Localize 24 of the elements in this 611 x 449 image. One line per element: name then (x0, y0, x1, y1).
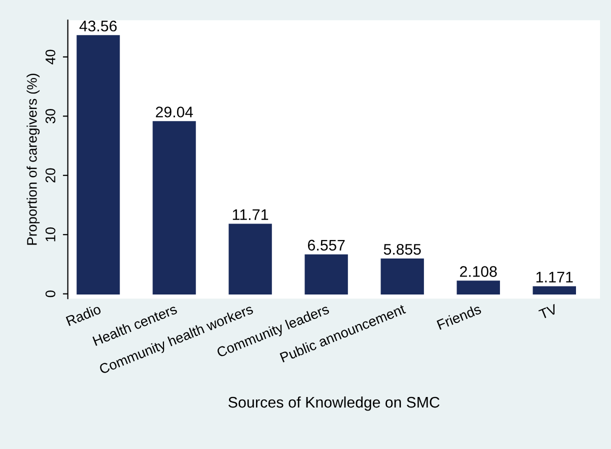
data-label: 5.855 (384, 244, 421, 255)
data-label: 2.108 (460, 266, 497, 277)
data-label: 1.171 (536, 272, 573, 282)
x-tick-label: TV (538, 304, 558, 320)
bar (456, 280, 500, 295)
y-tick-label: 20 (46, 168, 56, 182)
y-tick-label: 0 (46, 290, 56, 298)
bar (380, 258, 424, 295)
data-label: 29.04 (156, 106, 193, 118)
data-label: 11.71 (232, 209, 268, 220)
bar (228, 224, 272, 295)
y-axis-title: Proportion of caregivers (%) (26, 74, 40, 245)
x-tick-label: Radio (66, 304, 102, 326)
y-tick-label: 30 (46, 108, 56, 124)
bar (152, 121, 196, 295)
bar (304, 254, 348, 295)
x-axis-title: Sources of Knowledge on SMC (228, 396, 440, 411)
bar (532, 286, 576, 295)
y-tick-label: 40 (46, 50, 56, 64)
data-label: 43.56 (79, 20, 117, 32)
data-label: 6.557 (308, 240, 345, 251)
y-tick-label: 10 (46, 227, 56, 242)
x-tick-label: Friends (436, 304, 482, 330)
bar (76, 35, 120, 295)
